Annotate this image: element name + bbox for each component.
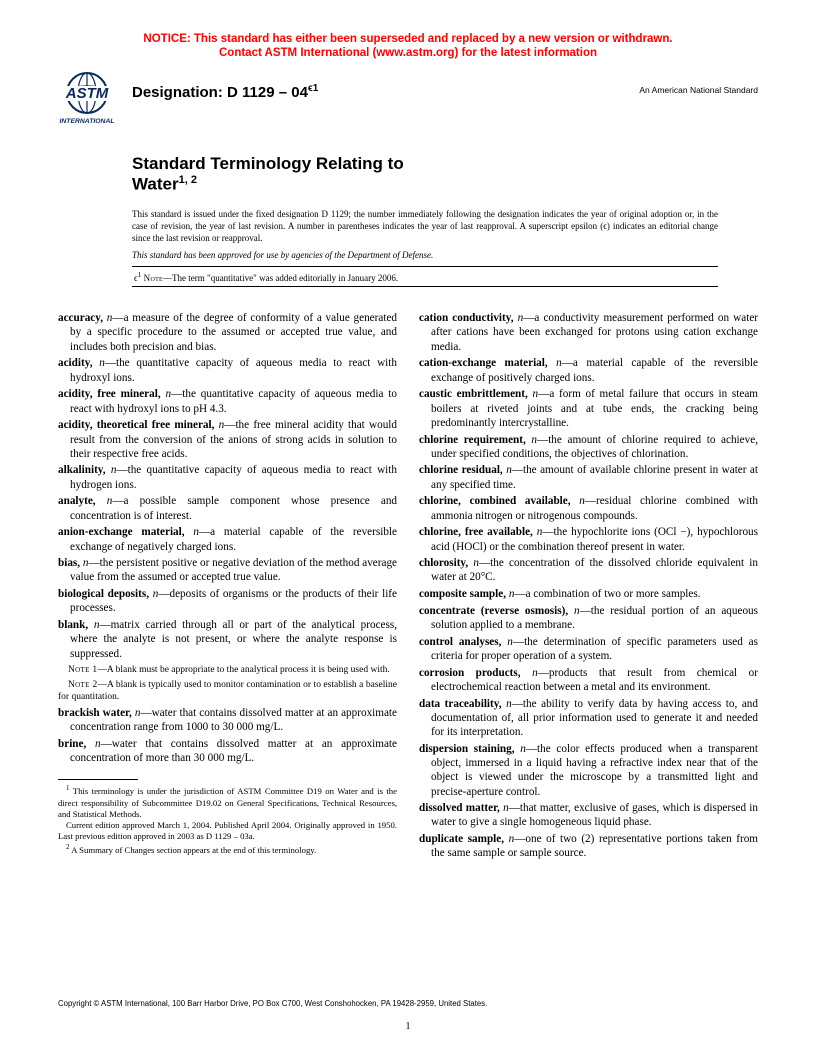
- definition: chlorine, combined available, n—residual…: [419, 494, 758, 522]
- designation-eps: ϵ1: [308, 83, 318, 94]
- designation: Designation: D 1129 – 04ϵ1: [132, 83, 318, 101]
- definition: chlorine requirement, n—the amount of ch…: [419, 433, 758, 461]
- definition: concentrate (reverse osmosis), n—the res…: [419, 604, 758, 632]
- definition: analyte, n—a possible sample component w…: [58, 494, 397, 522]
- ans-label: An American National Standard: [639, 85, 758, 95]
- footnote: Current edition approved March 1, 2004. …: [58, 820, 397, 843]
- definition: composite sample, n—a combination of two…: [419, 587, 758, 601]
- left-column: accuracy, n—a measure of the degree of c…: [58, 311, 397, 863]
- title-line1: Standard Terminology Relating to: [132, 154, 404, 173]
- footnote: 2 A Summary of Changes section appears a…: [58, 843, 397, 856]
- definition: brackish water, n—water that contains di…: [58, 706, 397, 734]
- eps-label: Note: [144, 273, 163, 283]
- definition: biological deposits, n—deposits of organ…: [58, 587, 397, 615]
- svg-text:INTERNATIONAL: INTERNATIONAL: [60, 118, 115, 125]
- definition: chlorine, free available, n—the hypochlo…: [419, 525, 758, 553]
- eps-sup: 1: [138, 270, 142, 279]
- definition: corrosion products, n—products that resu…: [419, 666, 758, 694]
- definition: bias, n—the persistent positive or negat…: [58, 556, 397, 584]
- approval-note: This standard has been approved for use …: [132, 250, 718, 260]
- definition: caustic embrittlement, n—a form of metal…: [419, 387, 758, 430]
- page-number: 1: [0, 1021, 816, 1032]
- note: Note 2—A blank is typically used to moni…: [58, 679, 397, 703]
- definition: blank, n—matrix carried through all or p…: [58, 618, 397, 661]
- definition: dissolved matter, n—that matter, exclusi…: [419, 801, 758, 829]
- definition: acidity, free mineral, n—the quantitativ…: [58, 387, 397, 415]
- footnote: 1 This terminology is under the jurisdic…: [58, 784, 397, 820]
- preamble: This standard is issued under the fixed …: [132, 209, 718, 244]
- definition: control analyses, n—the determination of…: [419, 635, 758, 663]
- footnote-separator: [58, 779, 138, 780]
- note: Note 1—A blank must be appropriate to th…: [58, 664, 397, 676]
- eps-text: —The term "quantitative" was added edito…: [163, 273, 398, 283]
- main-title: Standard Terminology Relating to Water1,…: [132, 154, 758, 195]
- header-row: ASTM INTERNATIONAL Designation: D 1129 –…: [58, 75, 758, 136]
- definition: cation-exchange material, n—a material c…: [419, 356, 758, 384]
- definition: accuracy, n—a measure of the degree of c…: [58, 311, 397, 354]
- title-sup: 1, 2: [179, 174, 197, 186]
- right-column: cation conductivity, n—a conductivity me…: [419, 311, 758, 863]
- epsilon-note: ϵ1 Note—The term "quantitative" was adde…: [132, 266, 718, 287]
- svg-text:ASTM: ASTM: [65, 85, 109, 102]
- definition: chlorosity, n—the concentration of the d…: [419, 556, 758, 584]
- definition: acidity, theoretical free mineral, n—the…: [58, 418, 397, 461]
- definition: anion-exchange material, n—a material ca…: [58, 525, 397, 553]
- astm-logo: ASTM INTERNATIONAL: [58, 71, 116, 136]
- definition: acidity, n—the quantitative capacity of …: [58, 356, 397, 384]
- notice-line2: Contact ASTM International (www.astm.org…: [219, 47, 597, 59]
- definition: dispersion staining, n—the color effects…: [419, 742, 758, 799]
- title-line2: Water: [132, 175, 179, 194]
- definition: data traceability, n—the ability to veri…: [419, 697, 758, 740]
- designation-label: Designation: D 1129 – 04: [132, 84, 308, 101]
- copyright: Copyright © ASTM International, 100 Barr…: [58, 999, 758, 1008]
- notice-banner: NOTICE: This standard has either been su…: [58, 32, 758, 61]
- definition: cation conductivity, n—a conductivity me…: [419, 311, 758, 354]
- definition: chlorine residual, n—the amount of avail…: [419, 463, 758, 491]
- notice-line1: NOTICE: This standard has either been su…: [143, 33, 672, 45]
- columns: accuracy, n—a measure of the degree of c…: [58, 311, 758, 863]
- definition: alkalinity, n—the quantitative capacity …: [58, 463, 397, 491]
- definition: brine, n—water that contains dissolved m…: [58, 737, 397, 765]
- title-block: Standard Terminology Relating to Water1,…: [132, 154, 758, 195]
- definition: duplicate sample, n—one of two (2) repre…: [419, 832, 758, 860]
